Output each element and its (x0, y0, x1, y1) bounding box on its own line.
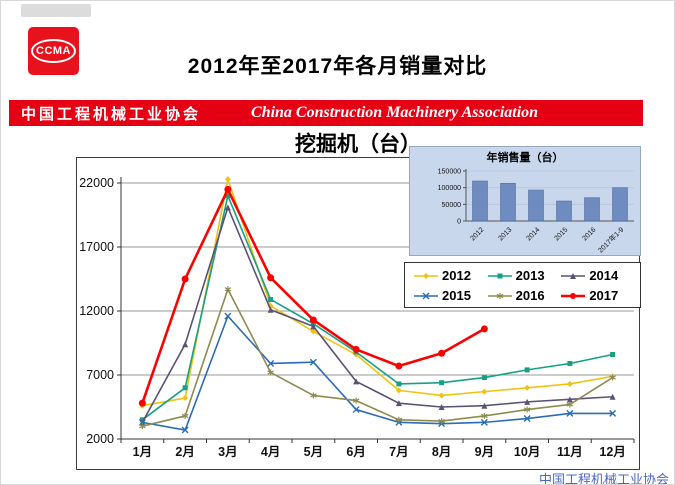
inset-y-label: 100000 (438, 185, 461, 192)
banner-english-name: China Construction Machinery Association (251, 104, 539, 121)
legend-label: 2017 (589, 288, 619, 303)
legend-swatch (487, 273, 512, 278)
legend-item-2017: 2017 (560, 288, 634, 303)
inset-y-label: 50000 (442, 202, 462, 209)
inset-x-label: 2014 (525, 226, 541, 242)
x-tick-label: 2月 (175, 445, 194, 459)
inset-x-label: 2013 (497, 226, 513, 242)
series-2016 (139, 286, 616, 430)
legend-swatch (561, 272, 586, 279)
inset-bar-2016 (584, 197, 600, 222)
inset-bar-2012 (472, 180, 488, 222)
series-2015 (138, 312, 617, 434)
y-tick-label: 2000 (86, 432, 114, 446)
y-tick-label: 7000 (86, 368, 114, 382)
line-chart-canvas: 2000 7000 12000 17000 22000 1月 2月 3月 4月 5月 6月 7月 8月 9… (79, 176, 635, 459)
inset-bar-2013 (500, 183, 516, 222)
scan-artifact (21, 4, 91, 17)
legend-label: 2014 (589, 268, 619, 283)
inset-x-label: 2012 (469, 226, 485, 242)
legend-label: 2015 (442, 288, 471, 303)
x-tick-label: 5月 (304, 445, 323, 459)
inset-x-label: 2017年1-9 (596, 225, 626, 255)
x-tick-label: 12月 (599, 445, 625, 459)
y-tick-label: 22000 (79, 176, 114, 190)
legend-item-2016: 2016 (487, 288, 561, 303)
inset-bar-2015 (556, 200, 572, 222)
association-banner: 中国工程机械工业协会 China Construction Machinery … (9, 100, 643, 126)
x-tick-label: 4月 (261, 445, 280, 459)
legend-item-2015: 2015 (413, 288, 487, 303)
inset-bar-2014 (528, 189, 544, 222)
chart-legend: 2012 2013 2014 2015 2016 2017 (404, 262, 641, 308)
x-tick-label: 7月 (389, 445, 408, 459)
legend-label: 2012 (442, 268, 471, 283)
legend-item-2012: 2012 (413, 268, 487, 283)
series-2017 (138, 185, 488, 407)
legend-swatch (487, 292, 512, 299)
legend-swatch (414, 292, 438, 299)
x-tick-label: 9月 (475, 445, 494, 459)
inset-bar-canvas: 0 50000 100000 150000 2012 2013 2014 2015 2016 20… (438, 169, 634, 255)
inset-x-label: 2015 (553, 226, 569, 242)
x-tick-label: 10月 (514, 445, 540, 459)
inset-y-label: 150000 (438, 169, 461, 176)
y-tick-label: 17000 (79, 240, 114, 254)
ccma-logo-text: CCMA (31, 39, 76, 63)
inset-x-label: 2016 (581, 226, 597, 242)
legend-swatch (414, 272, 438, 279)
inset-bar-2017年1-9 (612, 187, 628, 222)
x-tick-label: 11月 (557, 445, 583, 459)
inset-y-label: 0 (457, 219, 461, 226)
legend-swatch (561, 292, 586, 299)
annual-sales-inset: 年销售量（台） 0 50000 100000 150000 2012 2013 2014 20… (409, 146, 641, 256)
inset-chart-title: 年销售量（台） (486, 152, 564, 164)
page-title: 2012年至2017年各月销量对比 (187, 55, 488, 78)
banner-chinese-name: 中国工程机械工业协会 (21, 105, 202, 123)
legend-item-2014: 2014 (560, 268, 634, 283)
x-tick-label: 8月 (432, 445, 451, 459)
y-tick-label: 12000 (79, 304, 114, 318)
legend-item-2013: 2013 (487, 268, 561, 283)
chart-title: 挖掘机（台） (295, 132, 421, 156)
legend-label: 2016 (515, 288, 545, 303)
x-tick-label: 1月 (133, 445, 152, 459)
ccma-logo: CCMA (28, 27, 79, 75)
x-tick-label: 3月 (218, 445, 237, 459)
legend-label: 2013 (515, 268, 545, 283)
x-tick-label: 6月 (346, 445, 365, 459)
watermark: 中国工程机械工业协会 (538, 472, 669, 485)
